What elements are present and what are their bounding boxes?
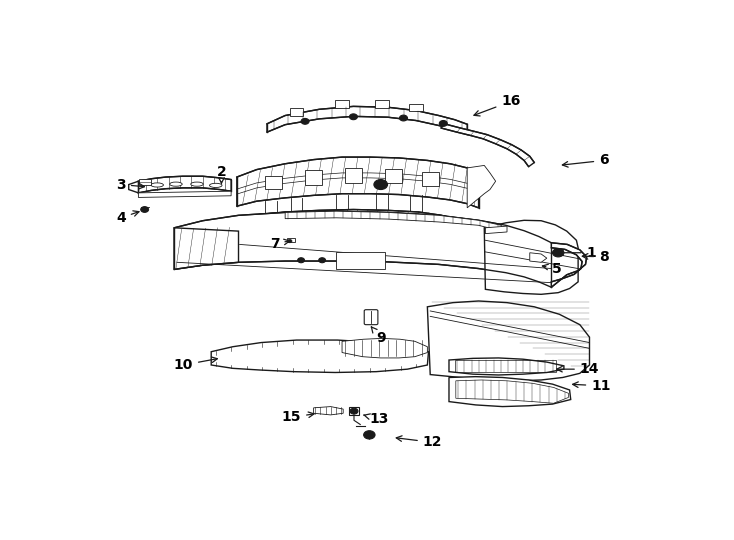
Text: 16: 16 <box>474 94 520 116</box>
Text: 12: 12 <box>396 435 443 449</box>
Circle shape <box>440 120 447 126</box>
Polygon shape <box>484 220 578 294</box>
Text: 5: 5 <box>542 261 561 275</box>
Circle shape <box>288 239 292 243</box>
Polygon shape <box>441 124 534 167</box>
FancyBboxPatch shape <box>421 172 439 186</box>
FancyBboxPatch shape <box>345 168 362 183</box>
Circle shape <box>319 258 326 263</box>
Polygon shape <box>211 340 429 373</box>
Polygon shape <box>267 106 468 134</box>
Text: 1: 1 <box>558 246 597 260</box>
FancyBboxPatch shape <box>385 169 401 184</box>
Circle shape <box>399 115 407 121</box>
FancyBboxPatch shape <box>335 100 349 107</box>
FancyBboxPatch shape <box>265 176 283 189</box>
Text: 9: 9 <box>371 327 386 346</box>
Ellipse shape <box>209 183 222 187</box>
Text: 3: 3 <box>116 178 145 192</box>
Polygon shape <box>551 243 586 287</box>
FancyBboxPatch shape <box>305 170 322 185</box>
Polygon shape <box>449 377 571 407</box>
Circle shape <box>374 180 388 190</box>
Polygon shape <box>128 181 139 193</box>
Polygon shape <box>449 358 564 375</box>
Text: 10: 10 <box>174 357 217 372</box>
Polygon shape <box>485 226 507 234</box>
FancyBboxPatch shape <box>139 179 151 185</box>
Circle shape <box>349 114 357 120</box>
FancyBboxPatch shape <box>349 407 359 415</box>
FancyBboxPatch shape <box>409 104 423 111</box>
FancyBboxPatch shape <box>288 238 295 242</box>
Polygon shape <box>174 228 239 269</box>
Polygon shape <box>530 253 547 262</box>
Polygon shape <box>427 301 589 381</box>
Polygon shape <box>174 211 551 287</box>
FancyBboxPatch shape <box>375 100 389 107</box>
Polygon shape <box>313 407 344 415</box>
Ellipse shape <box>151 183 164 187</box>
Ellipse shape <box>191 182 203 186</box>
Text: 2: 2 <box>217 165 226 183</box>
Polygon shape <box>468 165 495 208</box>
FancyBboxPatch shape <box>336 252 385 269</box>
Circle shape <box>301 118 309 124</box>
Polygon shape <box>139 191 231 198</box>
Text: 7: 7 <box>270 237 290 251</box>
Text: 13: 13 <box>364 412 389 426</box>
Polygon shape <box>139 176 231 193</box>
Circle shape <box>141 207 148 212</box>
Polygon shape <box>260 210 457 231</box>
Circle shape <box>350 408 358 414</box>
FancyBboxPatch shape <box>364 310 378 325</box>
Text: 4: 4 <box>116 211 139 225</box>
Circle shape <box>553 248 564 257</box>
FancyBboxPatch shape <box>290 108 303 116</box>
Text: 14: 14 <box>556 362 600 376</box>
Text: 15: 15 <box>282 410 314 424</box>
Circle shape <box>298 258 305 263</box>
Polygon shape <box>342 339 427 358</box>
Text: 6: 6 <box>562 153 608 167</box>
Circle shape <box>363 431 375 439</box>
Polygon shape <box>285 211 501 231</box>
Polygon shape <box>237 157 479 208</box>
Text: 8: 8 <box>582 250 609 264</box>
Ellipse shape <box>170 182 182 186</box>
Text: 11: 11 <box>573 379 611 393</box>
